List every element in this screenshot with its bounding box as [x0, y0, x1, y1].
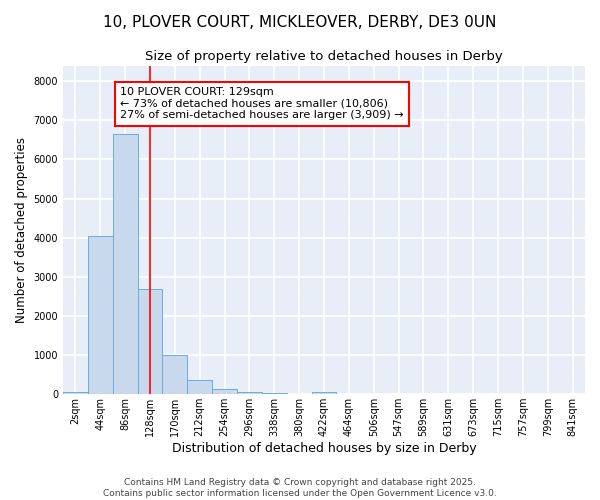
Text: 10 PLOVER COURT: 129sqm
← 73% of detached houses are smaller (10,806)
27% of sem: 10 PLOVER COURT: 129sqm ← 73% of detache… — [120, 87, 404, 120]
Bar — [88, 236, 113, 394]
Bar — [311, 392, 337, 394]
Bar — [237, 392, 262, 394]
Bar — [63, 392, 88, 394]
X-axis label: Distribution of detached houses by size in Derby: Distribution of detached houses by size … — [172, 442, 476, 455]
Bar — [137, 288, 163, 394]
Text: Contains HM Land Registry data © Crown copyright and database right 2025.
Contai: Contains HM Land Registry data © Crown c… — [103, 478, 497, 498]
Bar — [187, 380, 212, 394]
Text: 10, PLOVER COURT, MICKLEOVER, DERBY, DE3 0UN: 10, PLOVER COURT, MICKLEOVER, DERBY, DE3… — [103, 15, 497, 30]
Bar — [262, 393, 287, 394]
Y-axis label: Number of detached properties: Number of detached properties — [15, 137, 28, 323]
Title: Size of property relative to detached houses in Derby: Size of property relative to detached ho… — [145, 50, 503, 63]
Bar — [212, 389, 237, 394]
Bar — [113, 134, 137, 394]
Bar — [163, 355, 187, 394]
